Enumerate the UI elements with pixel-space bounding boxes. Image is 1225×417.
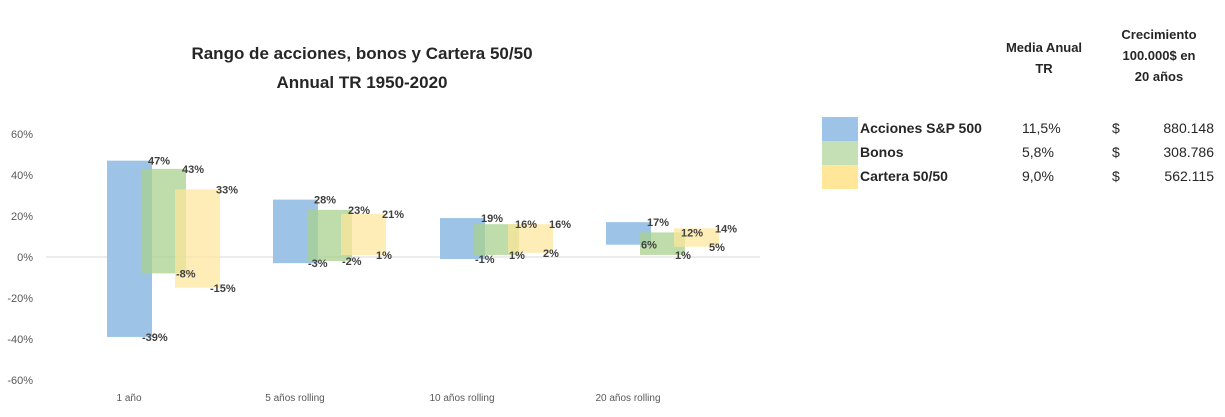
color-swatch	[822, 117, 858, 141]
y-tick-label: 60%	[11, 129, 33, 141]
header-mean-line-2: TR	[1035, 61, 1053, 76]
data-label-low: 1%	[509, 250, 525, 262]
data-label-high: 14%	[715, 223, 737, 235]
data-label-high: 23%	[348, 205, 370, 217]
row-value: 880.148	[1163, 120, 1214, 136]
x-tick-label: 20 años rolling	[595, 393, 660, 404]
data-label-high: 47%	[148, 156, 170, 168]
data-label-low: -39%	[142, 332, 168, 344]
x-tick-label: 10 años rolling	[429, 393, 494, 404]
data-label-low: 1%	[376, 250, 392, 262]
row-currency: $	[1112, 168, 1120, 184]
range-bar	[674, 228, 719, 247]
x-tick-label: 1 año	[116, 393, 141, 404]
row-name: Bonos	[860, 144, 904, 160]
data-label-low: 6%	[641, 240, 657, 252]
color-swatch	[822, 141, 858, 165]
y-tick-label: -60%	[7, 375, 33, 387]
y-axis: 60% 40% 20% 0% -20% -40% -60%	[7, 129, 33, 387]
range-bar	[341, 213, 386, 255]
range-bar	[640, 232, 685, 255]
x-axis: 1 año 5 años rolling 10 años rolling 20 año…	[116, 393, 660, 404]
color-swatch	[822, 165, 858, 189]
y-tick-label: -20%	[7, 293, 33, 305]
row-currency: $	[1112, 144, 1120, 160]
data-label-high: 33%	[216, 184, 238, 196]
chart-title-line: Rango de acciones, bonos y Cartera 50/50	[191, 44, 532, 63]
row-name: Acciones S&P 500	[860, 120, 982, 136]
row-value: 562.115	[1164, 168, 1214, 184]
row-currency: $	[1112, 120, 1120, 136]
x-tick-label: 5 años rolling	[265, 393, 324, 404]
header-growth: Crecimiento 100.000$ en 20 años	[1100, 24, 1218, 87]
data-label-high: 16%	[515, 219, 537, 231]
row-name: Cartera 50/50	[860, 168, 948, 184]
table-row: Cartera 50/50 9,0% $ 562.115	[822, 165, 1222, 189]
range-bar	[606, 222, 651, 245]
y-tick-label: -40%	[7, 334, 33, 346]
data-label-low: -2%	[342, 256, 362, 268]
y-tick-label: 0%	[17, 252, 33, 264]
data-label-high: 43%	[182, 164, 204, 176]
data-labels: 47% -39% 28% -3% 19% -1% 17% 6% 43% -8% 23% -2% 16% 1…	[142, 156, 737, 344]
data-label-high: 16%	[549, 219, 571, 231]
data-label-low: -3%	[308, 258, 328, 270]
data-label-low: 5%	[709, 242, 725, 254]
header-mean-line-1: Media Anual	[1005, 40, 1083, 55]
data-label-high: 28%	[314, 195, 336, 207]
data-label-high: 19%	[481, 213, 503, 225]
row-mean: 9,0%	[1022, 168, 1054, 184]
header-growth-line-1: Crecimiento	[1121, 27, 1197, 42]
data-label-high: 21%	[382, 209, 404, 221]
data-label-high: 12%	[681, 227, 703, 239]
header-growth-line-2: 100.000$ en	[1122, 48, 1196, 63]
chart-title: Rango de acciones, bonos y Cartera 50/50…	[191, 44, 532, 92]
header-growth-line-3: 20 años	[1134, 69, 1184, 84]
header-mean: Media Anual TR	[990, 37, 1098, 79]
range-bar	[175, 189, 220, 288]
range-bar	[508, 224, 553, 253]
y-tick-label: 40%	[11, 170, 33, 182]
chart-title-line: Annual TR 1950-2020	[276, 73, 447, 92]
data-label-low: -15%	[210, 283, 236, 295]
data-label-high: 17%	[647, 217, 669, 229]
data-label-low: 2%	[543, 248, 559, 260]
range-chart: Rango de acciones, bonos y Cartera 50/50…	[7, 44, 760, 404]
table-row: Bonos 5,8% $ 308.786	[822, 141, 1222, 165]
data-label-low: -8%	[176, 268, 196, 280]
data-label-low: -1%	[475, 254, 495, 266]
row-value: 308.786	[1163, 144, 1214, 160]
data-label-low: 1%	[675, 250, 691, 262]
row-mean: 5,8%	[1022, 144, 1054, 160]
bars	[107, 160, 719, 337]
y-tick-label: 20%	[11, 211, 33, 223]
table-row: Acciones S&P 500 11,5% $ 880.148	[822, 117, 1222, 141]
row-mean: 11,5%	[1022, 120, 1061, 136]
